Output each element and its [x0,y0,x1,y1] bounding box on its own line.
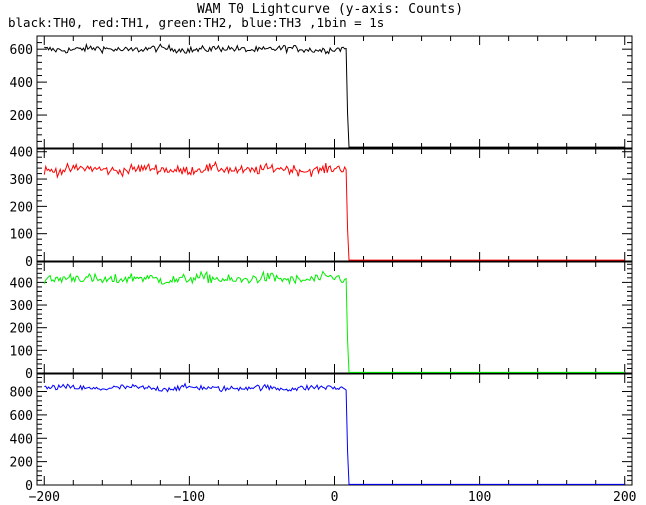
y-tick-label: 300 [10,173,33,188]
series-line-th0 [44,42,625,148]
y-tick-label: 200 [10,456,33,471]
y-tick-label: 0 [25,255,33,270]
y-tick-label: 400 [10,76,33,91]
x-tick-label: 0 [331,490,339,505]
panels: 200 400 600 0 100 200 300 400 0 100 200 300 400 0 200 4… [10,35,636,505]
plot-frame [36,373,633,486]
y-tick-label: 100 [10,228,33,243]
y-tick-label: 400 [10,432,33,447]
y-tick-label: 400 [10,146,33,161]
panel-th1: 0 100 200 300 400 [10,146,633,270]
x-tick-label: −200 [29,490,60,505]
y-tick-label: 600 [10,409,33,424]
panel-th0: 200 400 600 [10,35,633,149]
y-tick-label: 0 [25,367,33,382]
series-line-th3 [44,382,625,485]
panel-th2: 0 100 200 300 400 [10,261,633,382]
series-line-th1 [43,160,625,261]
series-line-th2 [43,270,625,373]
y-tick-label: 800 [10,386,33,401]
chart-title: WAM T0 Lightcurve (y-axis: Counts) [197,2,463,17]
plot-frame [36,35,633,149]
y-tick-label: 400 [10,276,33,291]
y-tick-label: 200 [10,200,33,215]
y-tick-label: 0 [25,479,33,494]
x-tick-label: 200 [613,490,636,505]
y-tick-label: 200 [10,109,33,124]
y-tick-label: 300 [10,299,33,314]
y-tick-label: 200 [10,322,33,337]
y-tick-label: 600 [10,43,33,58]
panel-th3: 0 200 400 600 800 [10,373,633,494]
x-tick-label: −100 [174,490,205,505]
plot-frame [36,148,633,262]
x-tick-label: 100 [468,490,491,505]
chart-subtitle: black:TH0, red:TH1, green:TH2, blue:TH3 … [8,15,384,30]
y-tick-label: 100 [10,344,33,359]
